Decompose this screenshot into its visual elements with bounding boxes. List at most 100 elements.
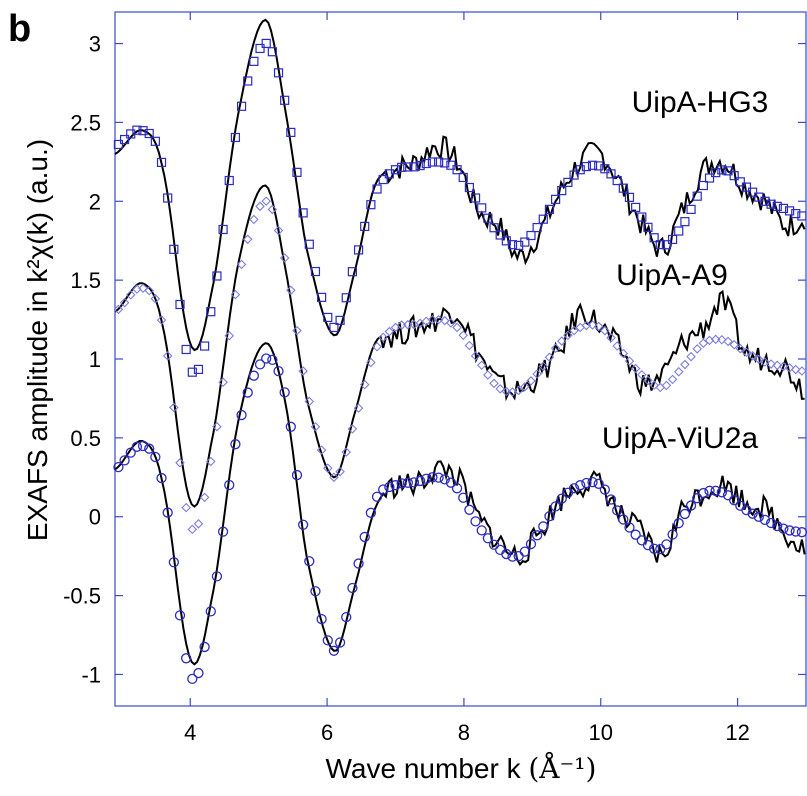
fit-marker	[723, 336, 733, 347]
fit-marker	[667, 234, 678, 245]
fit-marker	[600, 325, 610, 336]
fit-marker	[304, 396, 315, 407]
experimental-line	[114, 342, 806, 666]
fit-marker	[137, 440, 149, 452]
fit-marker	[408, 477, 420, 488]
fit-marker	[439, 315, 450, 326]
y-tick-label: 2.5	[70, 110, 101, 135]
fit-marker	[667, 529, 678, 540]
fit-marker	[520, 382, 530, 392]
fit-marker	[242, 387, 253, 398]
fit-marker	[131, 441, 143, 452]
fit-marker	[538, 214, 548, 224]
series-0	[113, 18, 807, 377]
fit-marker	[359, 531, 370, 543]
fit-marker	[279, 253, 290, 263]
fit-marker	[384, 481, 395, 493]
fit-marker	[594, 161, 604, 171]
fit-marker	[581, 161, 591, 172]
fit-marker	[488, 539, 500, 550]
x-tick-label: 10	[589, 720, 613, 745]
fit-marker	[347, 582, 358, 594]
fit-marker	[267, 204, 278, 215]
fit-marker	[255, 201, 265, 212]
fit-marker	[772, 201, 782, 211]
fit-marker	[729, 171, 739, 181]
fit-marker	[200, 341, 210, 351]
fit-marker	[378, 332, 388, 343]
fit-marker	[513, 385, 524, 396]
fit-marker	[316, 445, 327, 455]
fit-marker	[341, 293, 351, 303]
fit-marker	[464, 504, 475, 515]
fit-marker	[261, 353, 272, 364]
fit-marker	[144, 285, 154, 296]
fit-marker	[218, 224, 228, 235]
fit-marker	[692, 344, 702, 354]
fit-marker	[297, 519, 309, 530]
fit-marker	[489, 223, 499, 233]
fit-marker	[359, 379, 370, 390]
fit-marker	[631, 202, 641, 213]
fit-marker	[125, 290, 136, 300]
y-tick-label: 3	[89, 32, 101, 57]
fit-marker	[273, 366, 284, 377]
fit-marker	[556, 336, 567, 346]
fit-marker	[261, 38, 271, 49]
fit-marker	[446, 318, 456, 328]
fit-marker	[760, 196, 770, 206]
fit-marker	[692, 493, 703, 504]
fit-marker	[427, 157, 438, 167]
fit-marker	[206, 456, 216, 467]
fit-marker	[624, 522, 635, 533]
fit-marker	[119, 455, 130, 466]
fit-marker	[514, 240, 524, 251]
fit-marker	[759, 514, 771, 526]
fit-marker	[476, 360, 487, 371]
fit-marker	[716, 487, 727, 498]
fit-marker	[753, 511, 764, 522]
fit-marker	[366, 200, 376, 210]
fit-marker	[372, 341, 382, 352]
fit-marker	[144, 443, 155, 454]
fit-marker	[550, 194, 561, 204]
fit-marker	[365, 507, 377, 518]
fit-marker	[347, 424, 358, 434]
experimental-line	[114, 18, 806, 352]
fit-marker	[317, 292, 327, 302]
fit-marker	[402, 477, 413, 488]
fit-marker	[310, 586, 321, 597]
fit-marker	[618, 348, 629, 359]
fit-marker	[544, 204, 555, 214]
fit-marker	[248, 370, 260, 381]
fit-marker	[483, 213, 493, 223]
fit-marker	[360, 221, 370, 232]
fit-marker	[390, 165, 401, 175]
fit-marker	[606, 333, 616, 343]
fit-marker	[199, 492, 210, 503]
fit-marker	[254, 359, 266, 370]
fit-marker	[642, 540, 654, 551]
fit-marker	[526, 230, 536, 241]
fit-marker	[525, 538, 537, 550]
fit-marker	[212, 271, 222, 281]
fit-marker	[698, 180, 708, 191]
fit-marker	[224, 175, 234, 186]
fit-marker	[286, 285, 296, 296]
fit-marker	[686, 204, 696, 214]
fit-marker	[587, 160, 598, 170]
fit-marker	[298, 366, 308, 376]
fit-marker	[563, 330, 573, 341]
fit-marker	[113, 139, 124, 150]
fit-marker	[747, 351, 758, 361]
fit-marker	[679, 508, 691, 520]
fit-marker	[563, 177, 573, 187]
fit-marker	[156, 315, 167, 325]
fit-marker	[138, 283, 148, 294]
fit-marker	[501, 548, 512, 560]
fit-marker	[304, 556, 315, 567]
fit-marker	[421, 158, 431, 169]
fit-marker	[754, 354, 764, 365]
fit-marker	[532, 222, 542, 233]
fit-marker	[704, 173, 715, 183]
